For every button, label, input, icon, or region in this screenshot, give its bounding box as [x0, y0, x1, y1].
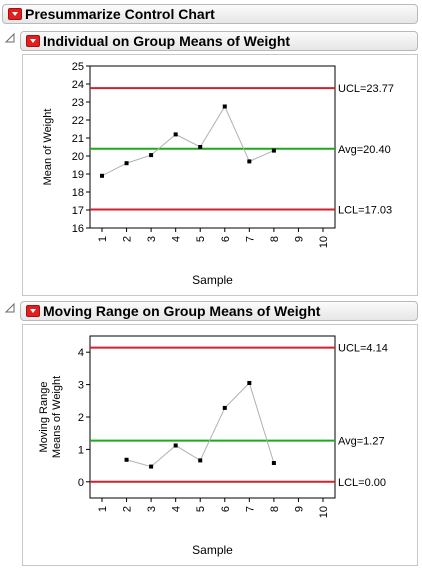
y-tick-label: 20	[72, 151, 84, 163]
data-point	[271, 148, 276, 153]
y-tick-label: 25	[72, 61, 84, 73]
y-tick-label: 22	[72, 115, 84, 127]
x-tick-label: 5	[195, 236, 207, 242]
x-tick-label: 6	[220, 506, 232, 512]
moving-range-chart: 0 1 2 3 4 1 2 3 4 5 6 7 8 9 10 UCL=4.14 Avg=1.27 LCL=0.00…	[38, 335, 388, 557]
y-tick-label: 17	[72, 205, 84, 217]
x-tick-label: 10	[318, 506, 330, 518]
series-line	[101, 105, 275, 177]
data-point	[198, 458, 203, 463]
x-tick-label: 8	[269, 236, 281, 242]
data-point	[222, 104, 227, 109]
y-axis-title: Moving Range	[38, 382, 50, 453]
y-axis-title: Mean of Weight	[42, 109, 54, 186]
y-tick-label: 0	[78, 477, 84, 489]
x-axis-title: Sample	[192, 273, 233, 287]
x-tick-label: 1	[97, 506, 109, 512]
section2-outline-header[interactable]: Moving Range on Group Means of Weight	[20, 301, 418, 321]
lcl-label: LCL=0.00	[338, 477, 386, 489]
data-point	[149, 153, 154, 158]
lcl-label: LCL=17.03	[338, 204, 392, 216]
x-axis-title: Sample	[192, 543, 233, 557]
avg-label: Avg=1.27	[338, 436, 385, 448]
ucl-label: UCL=4.14	[338, 343, 388, 355]
x-tick-label: 1	[97, 236, 109, 242]
x-tick-label: 5	[195, 506, 207, 512]
x-tick-label: 6	[220, 236, 232, 242]
data-point	[124, 161, 129, 166]
y-tick-label: 19	[72, 169, 84, 181]
data-point	[124, 457, 129, 462]
x-tick-label: 2	[122, 236, 134, 242]
x-tick-label: 9	[293, 236, 305, 242]
avg-label: Avg=20.40	[338, 144, 391, 156]
y-tick-label: 2	[78, 412, 84, 424]
y-tick-label: 18	[72, 187, 84, 199]
x-tick-label: 3	[146, 236, 158, 242]
section2-title: Moving Range on Group Means of Weight	[43, 303, 321, 319]
outline-title: Presummarize Control Chart	[25, 6, 215, 22]
x-tick-label: 10	[318, 236, 330, 248]
y-axis-title-line2: Means of Weight	[51, 376, 63, 458]
ucl-label: UCL=23.77	[338, 83, 394, 95]
data-point	[247, 380, 252, 385]
x-tick-label: 2	[122, 506, 134, 512]
x-tick-label: 8	[269, 506, 281, 512]
x-tick-label: 4	[171, 506, 183, 512]
individual-chart-panel: 16 17 18 19 20 21 22 23 24 25 1 2 3 4 5 6 7 8 9 10 UCL=23.77…	[22, 54, 418, 296]
y-tick-label: 24	[72, 79, 84, 91]
y-tick-label: 1	[78, 444, 84, 456]
y-tick-label: 4	[78, 347, 84, 359]
x-tick-label: 3	[146, 506, 158, 512]
data-point	[100, 173, 104, 178]
plot-frame	[89, 65, 336, 229]
data-point	[222, 405, 227, 410]
plot-frame	[89, 335, 336, 499]
x-tick-label: 7	[244, 236, 256, 242]
disclosure-triangle-icon[interactable]	[4, 32, 16, 44]
red-triangle-menu-icon[interactable]	[8, 8, 22, 20]
data-point	[173, 443, 178, 448]
section1-outline-header[interactable]: Individual on Group Means of Weight	[20, 31, 418, 51]
y-tick-label: 16	[72, 223, 84, 235]
presummarize-outline-header[interactable]: Presummarize Control Chart	[2, 4, 418, 24]
x-tick-label: 4	[171, 236, 183, 242]
section1-title: Individual on Group Means of Weight	[43, 33, 291, 49]
red-triangle-menu-icon[interactable]	[26, 305, 40, 317]
data-point	[247, 159, 252, 164]
y-tick-label: 23	[72, 97, 84, 109]
data-point	[149, 464, 154, 469]
x-tick-label: 9	[293, 506, 305, 512]
x-tick-label: 7	[244, 506, 256, 512]
data-point	[173, 132, 178, 137]
y-tick-label: 3	[78, 380, 84, 392]
red-triangle-menu-icon[interactable]	[26, 35, 40, 47]
moving-range-chart-panel: 0 1 2 3 4 1 2 3 4 5 6 7 8 9 10 UCL=4.14 Avg=1.27 LCL=0.00…	[22, 324, 418, 566]
data-point	[271, 461, 276, 466]
y-tick-label: 21	[72, 133, 84, 145]
data-point	[198, 145, 203, 149]
disclosure-triangle-icon[interactable]	[4, 302, 16, 314]
